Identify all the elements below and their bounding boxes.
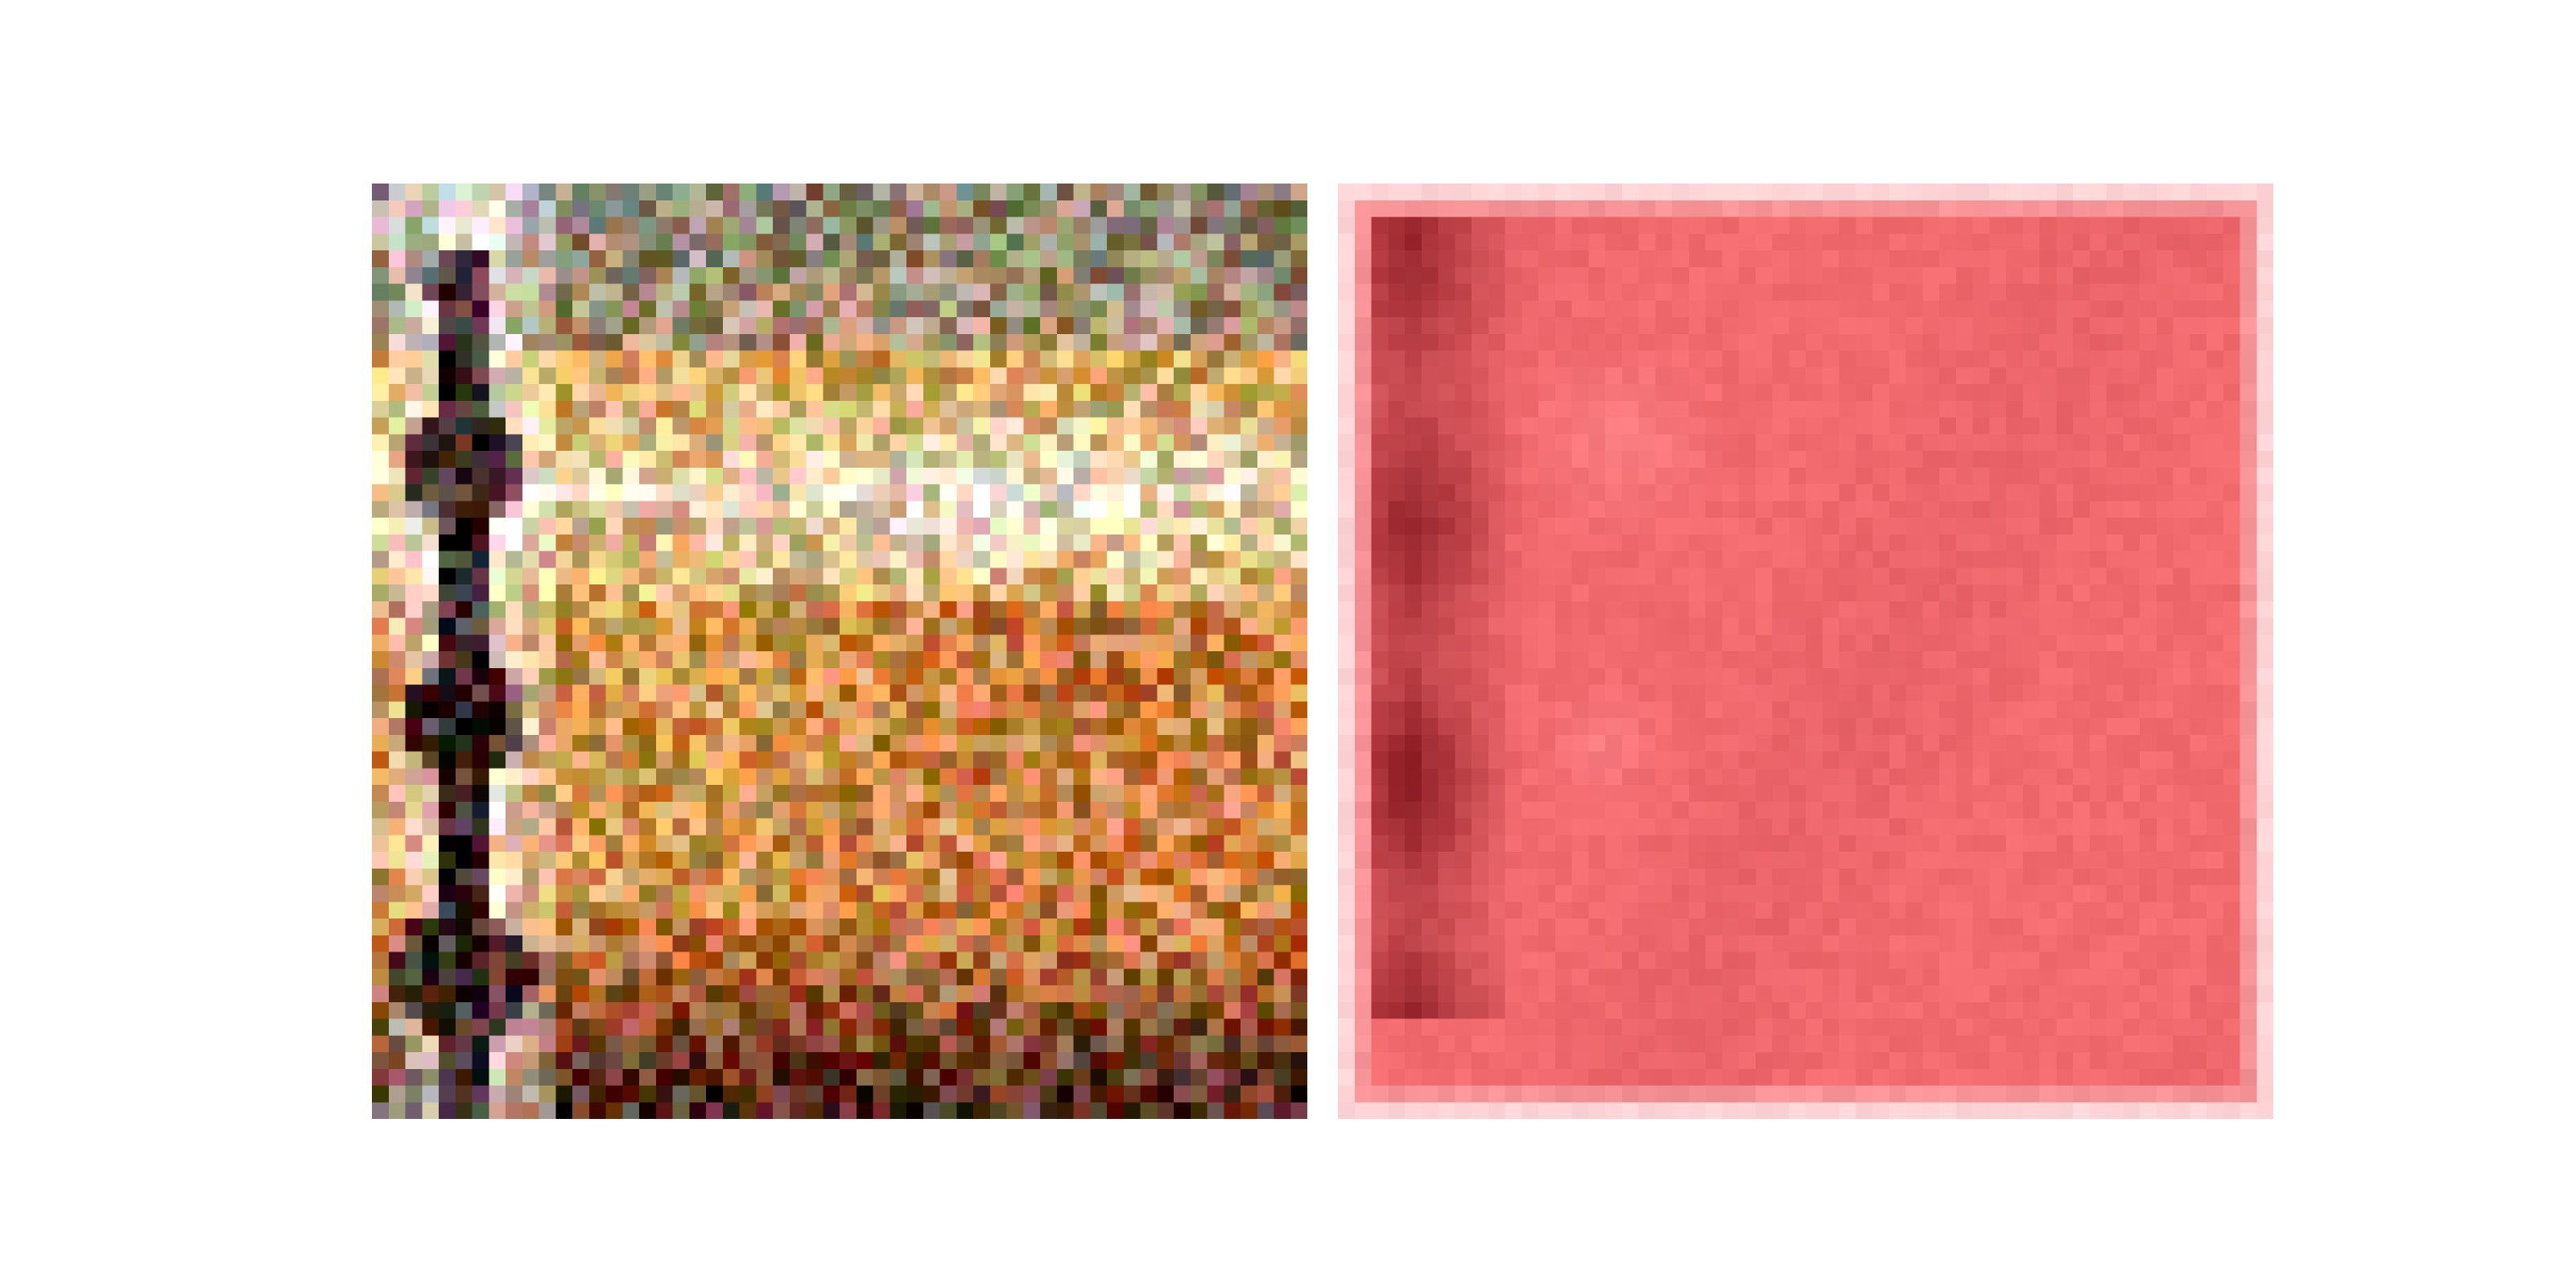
- heatmap-panel: [1338, 184, 2273, 1119]
- noisy-input-image: [372, 184, 1307, 1119]
- saliency-heatmap: [1338, 184, 2273, 1119]
- input-image-panel: [372, 184, 1307, 1119]
